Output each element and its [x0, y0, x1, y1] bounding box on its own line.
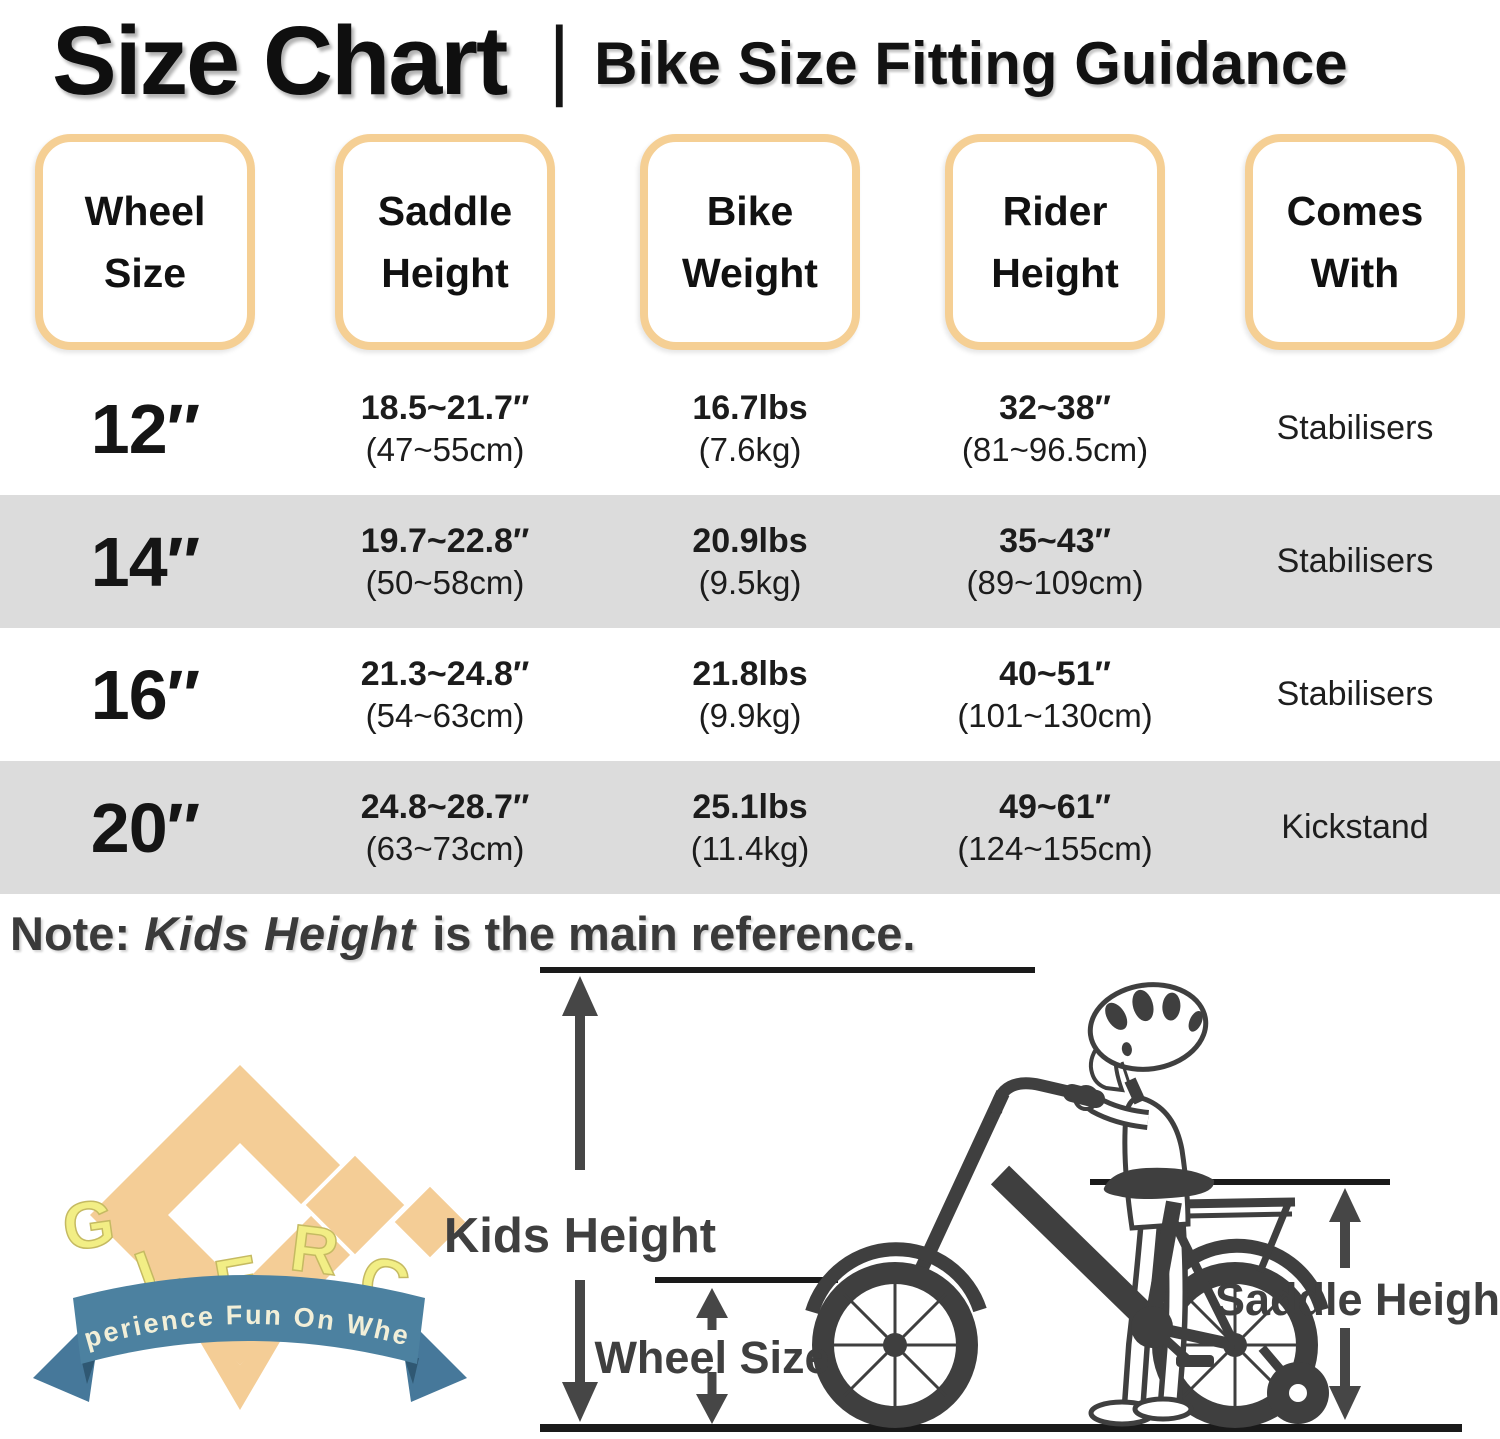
cell-saddle-height: 21.3~24.8″ (54~63cm) — [290, 653, 600, 737]
size-table-body: 12″ 18.5~21.7″ (47~55cm) 16.7lbs (7.6kg)… — [0, 362, 1500, 894]
cell-wheel-size: 16″ — [90, 655, 200, 734]
value-inches: 32~38″ — [999, 388, 1111, 427]
header-saddle-height: Saddle Height — [335, 134, 555, 350]
cell-comes-with: Kickstand — [1281, 808, 1429, 846]
page-subtitle: Bike Size Fitting Guidance — [594, 29, 1348, 97]
cell-rider-height: 32~38″ (81~96.5cm) — [900, 387, 1210, 471]
brand-logo: G L E R C Experience Fun On Wheels — [25, 1030, 471, 1410]
bike-and-kid-drawing — [805, 982, 1329, 1428]
table-header-row: Wheel Size Saddle Height Bike Weight Rid… — [0, 134, 1500, 350]
value-inches: 19.7~22.8″ — [360, 521, 530, 560]
value-lbs: 20.9lbs — [692, 521, 808, 560]
value-kg: (9.5kg) — [698, 564, 802, 602]
header-label: Size — [103, 250, 187, 296]
cell-bike-weight: 25.1lbs (11.4kg) — [600, 786, 900, 870]
value-cm: (81~96.5cm) — [961, 431, 1149, 469]
value-inches: 24.8~28.7″ — [360, 787, 530, 826]
header-rider-height: Rider Height — [945, 134, 1165, 350]
value-inches: 40~51″ — [999, 654, 1111, 693]
value-cm: (63~73cm) — [365, 830, 525, 868]
header-label: Saddle — [377, 187, 513, 234]
bike-front — [805, 1077, 1240, 1428]
cell-comes-with: Stabilisers — [1276, 409, 1434, 447]
cell-rider-height: 49~61″ (124~155cm) — [900, 786, 1210, 870]
value-cm: (124~155cm) — [957, 830, 1153, 868]
measurement-arrows — [562, 976, 1361, 1424]
kids-height-arrow-up — [562, 976, 598, 1016]
wheel-size-arrow-down — [696, 1394, 728, 1424]
note-suffix: is the main reference. — [432, 907, 916, 960]
value-inches: 18.5~21.7″ — [360, 388, 530, 427]
header-label: Bike — [706, 187, 794, 234]
saddle-height-label: Saddle Height — [1214, 1274, 1500, 1325]
title-row: Size Chart | Bike Size Fitting Guidance — [0, 0, 1500, 122]
cell-bike-weight: 16.7lbs (7.6kg) — [600, 387, 900, 471]
cell-rider-height: 35~43″ (89~109cm) — [900, 520, 1210, 604]
cell-saddle-height: 18.5~21.7″ (47~55cm) — [290, 387, 600, 471]
bike-measurement-diagram — [540, 967, 1462, 1432]
header-label: Height — [381, 250, 509, 296]
value-cm: (89~109cm) — [966, 564, 1144, 602]
wheel-size-arrow-up — [696, 1288, 728, 1318]
helmet — [1087, 982, 1209, 1072]
header-label: Wheel — [84, 187, 206, 234]
cell-saddle-height: 19.7~22.8″ (50~58cm) — [290, 520, 600, 604]
wheel-size-label: Wheel Size — [594, 1332, 830, 1383]
header-label: Height — [991, 250, 1119, 296]
kids-height-label: Kids Height — [443, 1209, 717, 1263]
table-row: 16″ 21.3~24.8″ (54~63cm) 21.8lbs (9.9kg)… — [0, 628, 1500, 761]
table-row: 14″ 19.7~22.8″ (50~58cm) 20.9lbs (9.5kg)… — [0, 495, 1500, 628]
value-cm: (50~58cm) — [365, 564, 525, 602]
fitting-diagram-section: G L E R C Experience Fun On Wheels — [0, 950, 1500, 1439]
cell-saddle-height: 24.8~28.7″ (63~73cm) — [290, 786, 600, 870]
table-row: 20″ 24.8~28.7″ (63~73cm) 25.1lbs (11.4kg… — [0, 761, 1500, 894]
value-kg: (11.4kg) — [690, 830, 810, 868]
saddle-height-arrow-down — [1329, 1386, 1361, 1420]
value-cm: (101~130cm) — [957, 697, 1153, 735]
value-inches: 21.3~24.8″ — [360, 654, 530, 693]
value-inches: 49~61″ — [999, 787, 1111, 826]
kids-height-arrow-down — [562, 1382, 598, 1422]
cell-comes-with: Stabilisers — [1276, 675, 1434, 713]
value-lbs: 25.1lbs — [692, 787, 808, 826]
cell-wheel-size: 12″ — [90, 389, 200, 468]
logo-letter: R — [287, 1210, 343, 1289]
note-prefix: Note: — [10, 907, 131, 960]
saddle-height-arrow-up — [1329, 1188, 1361, 1222]
cell-bike-weight: 21.8lbs (9.9kg) — [600, 653, 900, 737]
value-cm: (47~55cm) — [365, 431, 525, 469]
header-label: Weight — [682, 250, 818, 296]
header-bike-weight: Bike Weight — [640, 134, 860, 350]
value-kg: (7.6kg) — [698, 431, 802, 469]
value-kg: (9.9kg) — [698, 697, 802, 735]
logo-letter: G — [58, 1184, 119, 1264]
page-title: Size Chart — [52, 6, 508, 115]
cell-bike-weight: 20.9lbs (9.5kg) — [600, 520, 900, 604]
note-line: Note: Kids Height is the main reference. — [0, 906, 1500, 961]
note-emphasis: Kids Height — [144, 907, 417, 960]
value-cm: (54~63cm) — [365, 697, 525, 735]
header-label: Comes — [1286, 187, 1424, 234]
cell-comes-with: Stabilisers — [1276, 542, 1434, 580]
cell-wheel-size: 20″ — [90, 788, 200, 867]
header-wheel-size: Wheel Size — [35, 134, 255, 350]
cell-rider-height: 40~51″ (101~130cm) — [900, 653, 1210, 737]
header-label: Rider — [1002, 187, 1108, 234]
table-row: 12″ 18.5~21.7″ (47~55cm) 16.7lbs (7.6kg)… — [0, 362, 1500, 495]
cell-wheel-size: 14″ — [90, 522, 200, 601]
header-comes-with: Comes With — [1245, 134, 1465, 350]
value-inches: 35~43″ — [999, 521, 1111, 560]
header-label: With — [1310, 250, 1400, 296]
title-separator: | — [548, 8, 571, 107]
value-lbs: 21.8lbs — [692, 654, 808, 693]
value-lbs: 16.7lbs — [692, 388, 808, 427]
